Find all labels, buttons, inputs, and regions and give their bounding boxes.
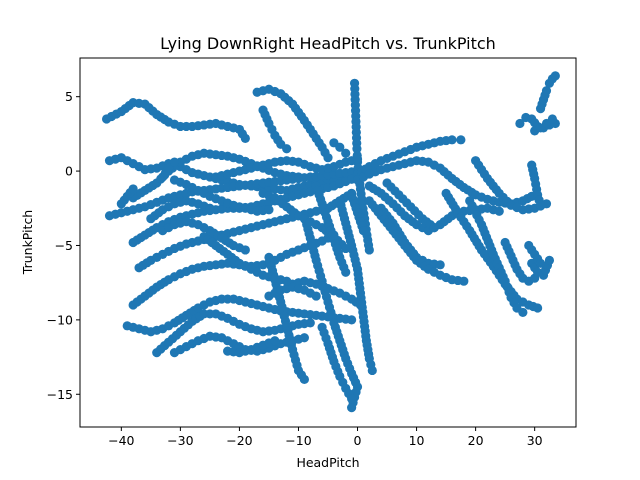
data-point xyxy=(435,260,445,270)
data-point xyxy=(240,133,250,143)
data-point xyxy=(299,333,309,343)
x-tick-label: −10 xyxy=(285,433,311,448)
data-point xyxy=(550,71,560,81)
data-point xyxy=(447,135,457,145)
data-point xyxy=(352,144,362,154)
y-axis-label: TrunkPitch xyxy=(20,210,35,275)
y-tick-label: 0 xyxy=(65,164,73,179)
data-point xyxy=(358,226,369,236)
data-point xyxy=(311,291,321,301)
data-point xyxy=(367,365,377,376)
x-tick-label: 30 xyxy=(527,433,543,448)
data-point xyxy=(547,114,557,124)
data-point xyxy=(515,118,525,129)
data-point xyxy=(299,374,309,384)
data-point xyxy=(305,318,315,328)
data-point xyxy=(352,154,363,164)
data-point xyxy=(456,135,466,145)
x-tick-label: 10 xyxy=(409,433,425,448)
data-point xyxy=(240,245,250,255)
data-point xyxy=(544,255,555,265)
x-tick-label: −40 xyxy=(108,433,134,448)
data-points xyxy=(101,71,560,413)
data-point xyxy=(364,245,374,255)
x-tick-label: −20 xyxy=(226,433,252,448)
data-point xyxy=(341,243,351,254)
data-point xyxy=(355,300,366,310)
data-point xyxy=(163,163,174,173)
data-point xyxy=(429,223,439,233)
x-tick-label: 0 xyxy=(354,433,362,448)
data-point xyxy=(533,303,543,313)
data-point xyxy=(264,205,274,215)
data-point xyxy=(518,307,528,318)
data-point xyxy=(335,142,345,152)
data-point xyxy=(494,206,504,216)
data-point xyxy=(323,153,333,163)
x-tick-label: −30 xyxy=(167,433,193,448)
data-point xyxy=(341,267,351,277)
x-axis-label: HeadPitch xyxy=(296,455,359,470)
data-point xyxy=(535,258,546,268)
y-axis-ticks: −15 −10 −5 0 5 xyxy=(47,89,80,402)
y-tick-label: 5 xyxy=(65,89,73,104)
data-point xyxy=(347,403,357,413)
data-point xyxy=(459,276,469,286)
data-point xyxy=(282,276,292,286)
data-point xyxy=(169,157,180,167)
data-point xyxy=(270,336,280,346)
data-point xyxy=(535,200,546,210)
y-tick-label: −15 xyxy=(47,387,73,402)
data-point xyxy=(347,394,357,404)
data-point xyxy=(128,184,138,194)
plot-frame xyxy=(79,57,577,428)
data-point xyxy=(541,86,552,96)
x-tick-label: 20 xyxy=(468,433,484,448)
chart-title: Lying DownRight HeadPitch vs. TrunkPitch xyxy=(160,34,496,53)
data-point xyxy=(341,148,351,158)
y-tick-label: −10 xyxy=(47,312,73,327)
y-tick-label: −5 xyxy=(55,238,73,253)
data-point xyxy=(205,203,215,213)
x-axis-ticks: −40 −30 −20 −10 0 10 20 30 xyxy=(108,427,543,448)
data-point xyxy=(282,144,292,154)
data-point xyxy=(347,315,357,325)
